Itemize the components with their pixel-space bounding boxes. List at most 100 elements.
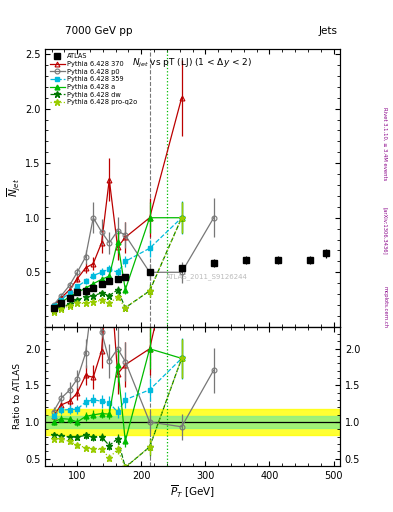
Pythia 6.428 359 [51,303,56,309]
Pythia 6.428 p0 [99,229,104,235]
ATLAS [91,285,95,291]
Pythia 6.428 359 [147,245,152,251]
Pythia 6.428 dw [75,296,80,303]
ATLAS [107,278,112,284]
Pythia 6.428 a [99,276,104,283]
Pythia 6.428 p0 [147,269,152,275]
Pythia 6.428 359 [115,269,120,275]
Line: Pythia 6.428 p0: Pythia 6.428 p0 [51,216,216,307]
Pythia 6.428 370 [99,240,104,246]
Pythia 6.428 p0 [107,240,112,246]
Pythia 6.428 370 [147,215,152,221]
Pythia 6.428 370 [91,261,95,267]
Pythia 6.428 p0 [75,269,80,275]
Pythia 6.428 dw [179,215,184,221]
Text: [arXiv:1306.3436]: [arXiv:1306.3436] [383,206,387,254]
Pythia 6.428 370 [67,287,72,293]
Text: Jets: Jets [318,26,337,36]
Pythia 6.428 a [67,294,72,300]
Pythia 6.428 p0 [67,282,72,288]
X-axis label: $\overline{P}_T$ [GeV]: $\overline{P}_T$ [GeV] [170,483,215,500]
Pythia 6.428 a [51,305,56,311]
Pythia 6.428 dw [123,305,128,311]
Pythia 6.428 a [83,285,88,291]
Pythia 6.428 a [123,287,128,293]
Pythia 6.428 359 [107,266,112,272]
Pythia 6.428 pro-q2o [147,288,152,294]
Pythia 6.428 pro-q2o [123,305,128,311]
ATLAS [307,257,312,263]
Pythia 6.428 370 [59,295,64,301]
Line: Pythia 6.428 359: Pythia 6.428 359 [51,216,184,309]
ATLAS [51,305,56,311]
ATLAS [323,250,328,257]
Line: Pythia 6.428 dw: Pythia 6.428 dw [50,215,185,314]
Pythia 6.428 p0 [123,232,128,238]
Pythia 6.428 dw [59,305,64,311]
Pythia 6.428 pro-q2o [107,301,112,307]
Legend: ATLAS, Pythia 6.428 370, Pythia 6.428 p0, Pythia 6.428 359, Pythia 6.428 a, Pyth: ATLAS, Pythia 6.428 370, Pythia 6.428 p0… [48,52,139,106]
ATLAS [115,276,120,282]
ATLAS [147,269,152,275]
Pythia 6.428 359 [59,296,64,303]
Pythia 6.428 dw [91,293,95,299]
Y-axis label: Ratio to ATLAS: Ratio to ATLAS [13,364,22,430]
Pythia 6.428 359 [67,290,72,296]
Pythia 6.428 359 [123,258,128,264]
ATLAS [275,257,280,263]
Pythia 6.428 359 [83,278,88,284]
Pythia 6.428 a [91,281,95,287]
Pythia 6.428 a [75,289,80,295]
ATLAS [123,273,128,280]
Pythia 6.428 359 [91,272,95,279]
Pythia 6.428 dw [107,293,112,299]
Pythia 6.428 370 [51,303,56,309]
Pythia 6.428 p0 [211,215,216,221]
Text: mcplots.cern.ch: mcplots.cern.ch [383,286,387,328]
ATLAS [99,281,104,287]
Pythia 6.428 pro-q2o [67,303,72,309]
Pythia 6.428 p0 [115,228,120,234]
Pythia 6.428 dw [147,288,152,294]
Line: ATLAS: ATLAS [50,250,329,311]
ATLAS [83,288,88,294]
Pythia 6.428 a [147,215,152,221]
ATLAS [243,257,248,263]
ATLAS [211,260,216,266]
Pythia 6.428 p0 [83,254,88,260]
Pythia 6.428 dw [115,287,120,293]
Pythia 6.428 370 [107,177,112,183]
Pythia 6.428 pro-q2o [179,215,184,221]
Pythia 6.428 370 [123,234,128,241]
Text: 7000 GeV pp: 7000 GeV pp [65,26,132,36]
Pythia 6.428 a [179,215,184,221]
Line: Pythia 6.428 a: Pythia 6.428 a [51,216,184,310]
Pythia 6.428 dw [83,294,88,301]
Pythia 6.428 dw [51,308,56,314]
Line: Pythia 6.428 370: Pythia 6.428 370 [51,95,184,309]
Pythia 6.428 p0 [91,215,95,221]
Line: Pythia 6.428 pro-q2o: Pythia 6.428 pro-q2o [50,215,185,315]
ATLAS [67,295,72,301]
Pythia 6.428 dw [99,290,104,296]
Pythia 6.428 dw [67,301,72,307]
Pythia 6.428 pro-q2o [51,309,56,315]
Text: Rivet 3.1.10, ≥ 3.4M events: Rivet 3.1.10, ≥ 3.4M events [383,106,387,180]
Text: ATLAS_2011_S9126244: ATLAS_2011_S9126244 [166,273,248,280]
Text: $N_{jet}$ vs pT (LJ) (1 < $\Delta y$ < 2): $N_{jet}$ vs pT (LJ) (1 < $\Delta y$ < 2… [132,57,253,70]
ATLAS [75,289,80,295]
Pythia 6.428 370 [83,265,88,271]
Pythia 6.428 pro-q2o [115,294,120,300]
Pythia 6.428 pro-q2o [59,306,64,312]
Pythia 6.428 p0 [51,302,56,308]
Pythia 6.428 359 [75,283,80,289]
Pythia 6.428 p0 [59,293,64,299]
Pythia 6.428 a [107,273,112,279]
Pythia 6.428 a [59,299,64,305]
Pythia 6.428 370 [115,244,120,250]
Pythia 6.428 pro-q2o [99,297,104,303]
ATLAS [59,301,64,307]
Pythia 6.428 pro-q2o [91,299,95,305]
Pythia 6.428 pro-q2o [75,301,80,307]
Pythia 6.428 359 [99,269,104,275]
